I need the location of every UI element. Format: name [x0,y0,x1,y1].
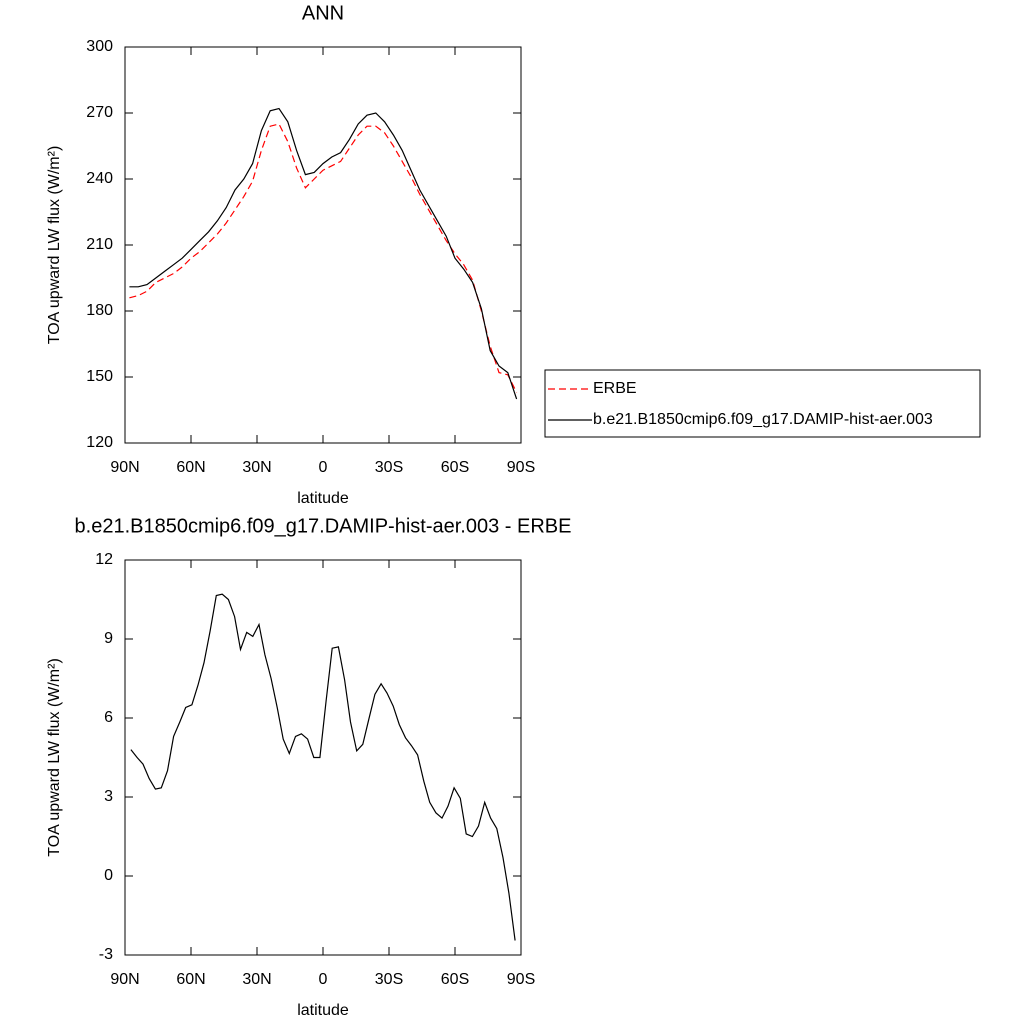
x-axis-label: latitude [297,490,349,507]
y-tick-label: 300 [86,38,113,55]
x-tick-label: 90N [110,971,139,988]
plot-frame [124,559,522,956]
x-tick-label: 90S [507,459,535,476]
chart-title: ANN [302,2,344,24]
legend-label: ERBE [593,380,637,397]
x-tick-label: 60S [441,971,469,988]
y-tick-label: 120 [86,434,113,451]
y-tick-label: 3 [104,788,113,805]
y-tick-label: 210 [86,236,113,253]
x-tick-label: 30N [242,971,271,988]
x-tick-label: 60N [176,459,205,476]
x-tick-label: 30S [375,459,403,476]
y-axis-label: TOA upward LW flux (W/m²) [46,146,63,345]
y-tick-label: 240 [86,170,113,187]
x-tick-label: 0 [319,459,328,476]
x-tick-label: 30N [242,459,271,476]
x-tick-label: 90S [507,971,535,988]
x-tick-label: 30S [375,971,403,988]
y-tick-label: 0 [104,867,113,884]
y-axis-label: TOA upward LW flux (W/m²) [46,658,63,857]
x-tick-label: 60N [176,971,205,988]
x-tick-label: 60S [441,459,469,476]
plot-frame [124,46,522,444]
data-line [129,107,518,400]
y-tick-label: 180 [86,302,113,319]
chart-title: b.e21.B1850cmip6.f09_g17.DAMIP-hist-aer.… [75,515,572,537]
x-axis-label: latitude [297,1002,349,1019]
legend-box [544,369,981,438]
x-tick-label: 90N [110,459,139,476]
y-tick-label: 150 [86,368,113,385]
y-tick-label: 12 [95,551,113,568]
x-tick-label: 0 [319,971,328,988]
y-tick-label: 6 [104,709,113,726]
data-line [130,593,516,941]
y-tick-label: 9 [104,630,113,647]
y-tick-label: -3 [99,946,113,963]
legend-label: b.e21.B1850cmip6.f09_g17.DAMIP-hist-aer.… [593,411,933,428]
y-tick-label: 270 [86,104,113,121]
